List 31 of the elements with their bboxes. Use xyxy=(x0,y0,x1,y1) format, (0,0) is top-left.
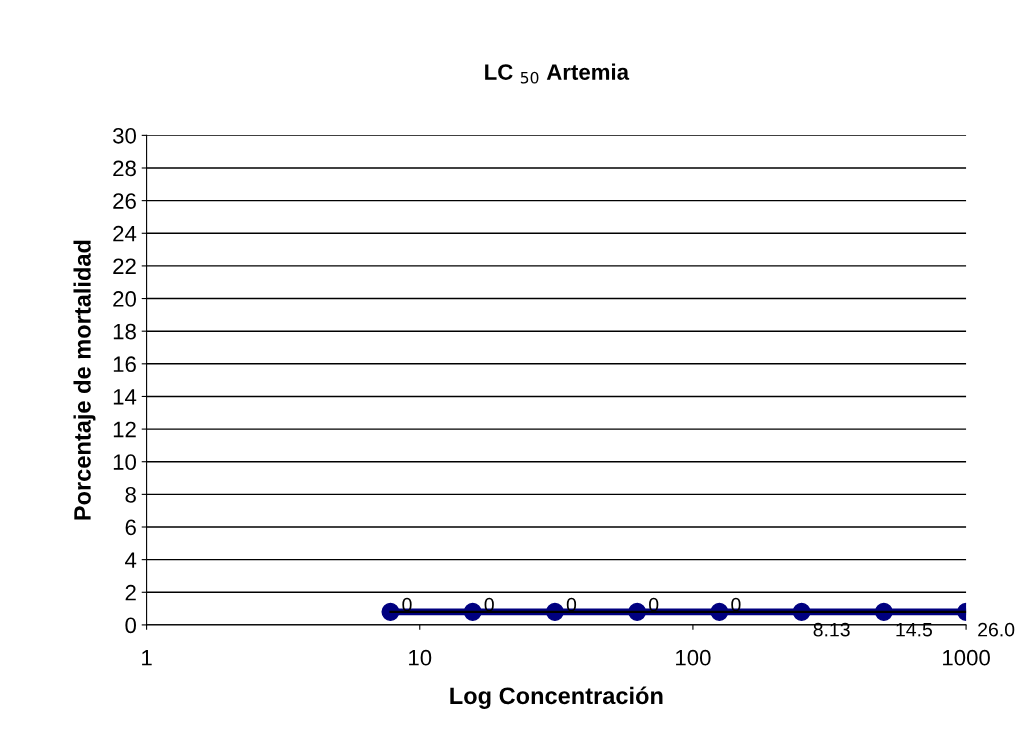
x-tick-label: 1000 xyxy=(943,649,990,666)
y-tick-label: 4 xyxy=(125,552,137,568)
annotation: 0 xyxy=(731,597,741,612)
y-axis-title: Porcentaje de mortalidad xyxy=(73,240,96,520)
y-tick-label: 24 xyxy=(113,225,137,242)
annotation: 14.5 xyxy=(896,622,932,637)
annotation: 8.13 xyxy=(813,622,850,637)
y-tick-label: 20 xyxy=(113,291,136,307)
y-tick-label: 2 xyxy=(125,584,136,601)
y-tick-label: 14 xyxy=(113,389,137,405)
annotation: 0 xyxy=(649,597,659,612)
y-tick-label: 28 xyxy=(113,160,136,177)
x-tick-label: 10 xyxy=(409,649,432,666)
x-axis-title: Log Concentración xyxy=(450,686,663,709)
y-tick-label: 18 xyxy=(113,323,136,340)
annotation: 26.0 xyxy=(978,622,1015,637)
y-tick-label: 12 xyxy=(113,421,136,438)
y-tick-label: 0 xyxy=(125,617,136,634)
annotation: 0 xyxy=(566,597,577,612)
annotation: 0 xyxy=(484,597,494,612)
x-tick-label: 1 xyxy=(142,650,152,666)
y-tick-label: 10 xyxy=(113,454,136,470)
y-tick-label: 30 xyxy=(113,127,136,144)
y-tick-label: 22 xyxy=(113,258,136,274)
y-tick-label: 26 xyxy=(113,193,136,209)
y-tick-label: 8 xyxy=(125,486,136,503)
chart-title: LC $_{50}$ Artemia xyxy=(485,63,630,84)
x-tick-label: 100 xyxy=(676,649,711,666)
y-tick-label: 6 xyxy=(125,519,136,536)
y-tick-label: 16 xyxy=(113,356,136,373)
annotation: 0 xyxy=(402,597,412,612)
